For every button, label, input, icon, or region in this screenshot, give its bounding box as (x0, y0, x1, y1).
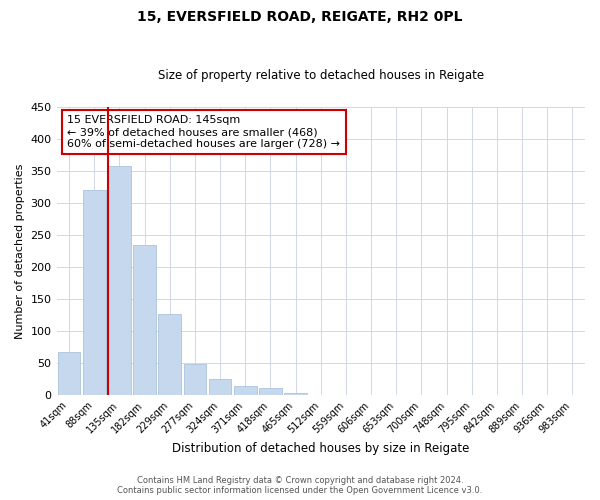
Bar (83, 190, 106, 395)
Title: Size of property relative to detached houses in Reigate: Size of property relative to detached ho… (158, 69, 484, 82)
Bar (360, 394, 382, 395)
X-axis label: Distribution of detached houses by size in Reigate: Distribution of detached houses by size … (172, 442, 469, 455)
Bar (234, 386, 257, 395)
Bar (58, 352, 80, 395)
Bar (133, 244, 156, 395)
Bar (561, 394, 584, 395)
Bar (310, 394, 332, 395)
Bar (108, 166, 131, 395)
Text: 15, EVERSFIELD ROAD, REIGATE, RH2 0PL: 15, EVERSFIELD ROAD, REIGATE, RH2 0PL (137, 10, 463, 24)
Bar (259, 388, 282, 395)
Text: 15 EVERSFIELD ROAD: 145sqm
← 39% of detached houses are smaller (468)
60% of sem: 15 EVERSFIELD ROAD: 145sqm ← 39% of deta… (67, 116, 340, 148)
Bar (209, 379, 232, 395)
Text: Contains HM Land Registry data © Crown copyright and database right 2024.
Contai: Contains HM Land Registry data © Crown c… (118, 476, 482, 495)
Bar (158, 314, 181, 395)
Bar (511, 394, 533, 395)
Bar (284, 392, 307, 395)
Bar (435, 394, 458, 395)
Y-axis label: Number of detached properties: Number of detached properties (15, 164, 25, 338)
Bar (184, 364, 206, 395)
